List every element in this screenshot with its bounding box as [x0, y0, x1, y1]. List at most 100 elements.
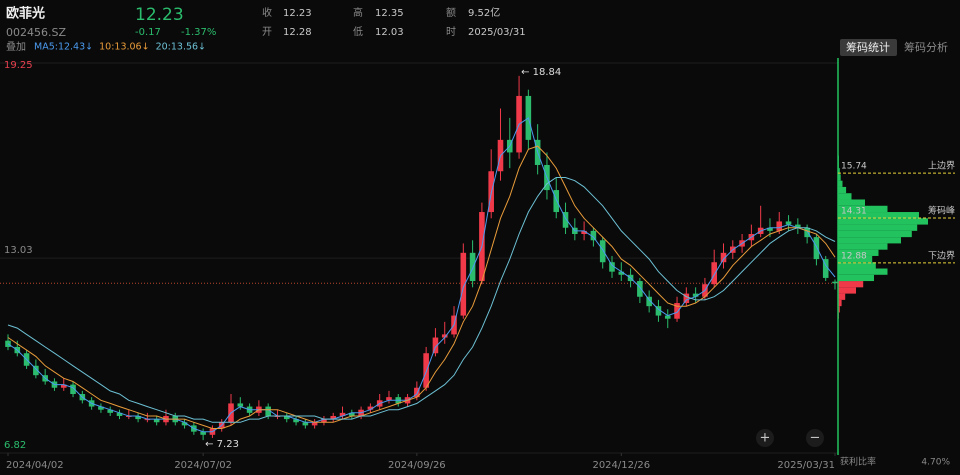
candle-body	[60, 384, 67, 388]
candle-body	[664, 315, 671, 319]
tab[interactable]: 筹码统计	[846, 40, 890, 54]
ma-line	[7, 177, 836, 423]
profit-ratio-value: 4.70%	[921, 458, 950, 468]
candle-body	[414, 387, 420, 398]
candle-body	[116, 412, 123, 416]
candle-body	[469, 252, 476, 282]
candle-body	[711, 262, 717, 285]
chip-bar	[838, 180, 843, 187]
tab-active[interactable]	[840, 39, 897, 56]
zoom-in[interactable]: +	[760, 431, 771, 446]
candle-body	[618, 271, 625, 275]
x-tick-label: 2024/04/02	[6, 460, 64, 471]
candle-body	[200, 431, 206, 435]
candle-body	[655, 306, 662, 316]
x-tick-label: 2025/03/31	[777, 460, 835, 471]
tab[interactable]: 筹码分析	[904, 40, 948, 54]
chip-bar	[838, 186, 847, 194]
chip-bar	[838, 237, 901, 244]
candle-body	[674, 303, 680, 319]
zoom-out-button[interactable]	[806, 429, 824, 447]
candle-body	[720, 252, 727, 263]
candle-body	[107, 409, 114, 413]
y-tick-label: 13.03	[4, 245, 33, 256]
chip-level-label: 上边界	[928, 161, 955, 172]
candle-body	[339, 412, 346, 416]
legend-entry: 20:13.56↓	[156, 42, 206, 53]
zoom-out[interactable]: −	[810, 431, 821, 446]
candle-body	[423, 353, 429, 388]
candle-body	[302, 422, 309, 426]
x-tick-label: 2024/12/26	[592, 460, 650, 471]
candle-body	[562, 212, 569, 228]
candle-body	[822, 259, 829, 278]
quote-value: 9.52亿	[468, 6, 500, 19]
chip-level-value: 12.88	[841, 251, 867, 261]
legend-entry: 10:13.06↓	[99, 42, 149, 53]
chip-level-label: 下边界	[928, 250, 955, 261]
candle-body	[692, 293, 699, 297]
candle-body	[441, 334, 448, 338]
chip-bar	[838, 199, 865, 206]
candle-body	[553, 190, 560, 213]
annotation: ← 18.84	[521, 67, 561, 78]
annotation: ← 7.23	[205, 439, 239, 450]
quote-value: 12.35	[375, 8, 404, 19]
quote-label: 时	[446, 26, 456, 38]
candle-body	[311, 422, 318, 426]
candle-body	[795, 224, 801, 228]
candle-body	[460, 252, 467, 316]
stock-name: 欧菲光	[6, 6, 45, 22]
candle-body	[237, 403, 244, 407]
chip-bar	[838, 293, 846, 300]
candle-body	[321, 419, 327, 423]
x-tick-label: 2024/09/26	[388, 460, 446, 471]
chip-bar	[838, 168, 840, 175]
chip-bar	[838, 306, 840, 313]
chip-bar	[838, 174, 841, 181]
profit-ratio-label: 获利比率	[840, 456, 876, 468]
chip-bar	[838, 249, 879, 256]
ma-line	[7, 145, 836, 429]
candle-body	[293, 419, 299, 423]
chip-bar	[838, 212, 919, 219]
candle-body	[813, 237, 820, 260]
candle-body	[599, 240, 606, 263]
stock-code: 002456.SZ	[6, 26, 66, 39]
candle-body	[135, 415, 141, 420]
quote-label: 收	[262, 6, 272, 19]
chip-bar	[838, 243, 888, 250]
candle-body	[265, 406, 271, 416]
chip-level-value: 15.74	[841, 162, 867, 172]
candle-body	[144, 419, 151, 421]
candle-body	[283, 415, 290, 420]
chip-bar	[838, 268, 888, 275]
candle-body	[153, 419, 160, 423]
quote-label: 高	[353, 6, 363, 19]
candle-body	[581, 230, 587, 234]
chip-bar	[838, 262, 876, 269]
x-tick-label: 2024/07/02	[174, 460, 232, 471]
zoom-in-button[interactable]	[756, 429, 774, 447]
change-pct: -1.37%	[181, 27, 216, 38]
legend-entry: MA5:12.43↓	[34, 42, 93, 53]
quote-value: 12.23	[283, 8, 312, 19]
candle-body	[367, 406, 374, 410]
quote-label: 额	[446, 6, 456, 19]
overlay-button[interactable]: 叠加	[6, 41, 26, 53]
chip-level-value: 14.31	[841, 206, 867, 216]
chip-bar	[838, 299, 842, 307]
chip-level-label: 筹码峰	[928, 204, 955, 216]
candle-body	[804, 227, 810, 238]
candle-body	[70, 384, 76, 395]
candle-body	[432, 337, 439, 354]
y-tick-label: 19.25	[4, 60, 33, 71]
candle-body	[646, 296, 652, 307]
candle-body	[832, 281, 838, 284]
quote-label: 开	[262, 27, 272, 38]
ma-line	[7, 117, 836, 433]
quote-value: 12.03	[375, 27, 404, 38]
chip-bar	[838, 205, 888, 213]
